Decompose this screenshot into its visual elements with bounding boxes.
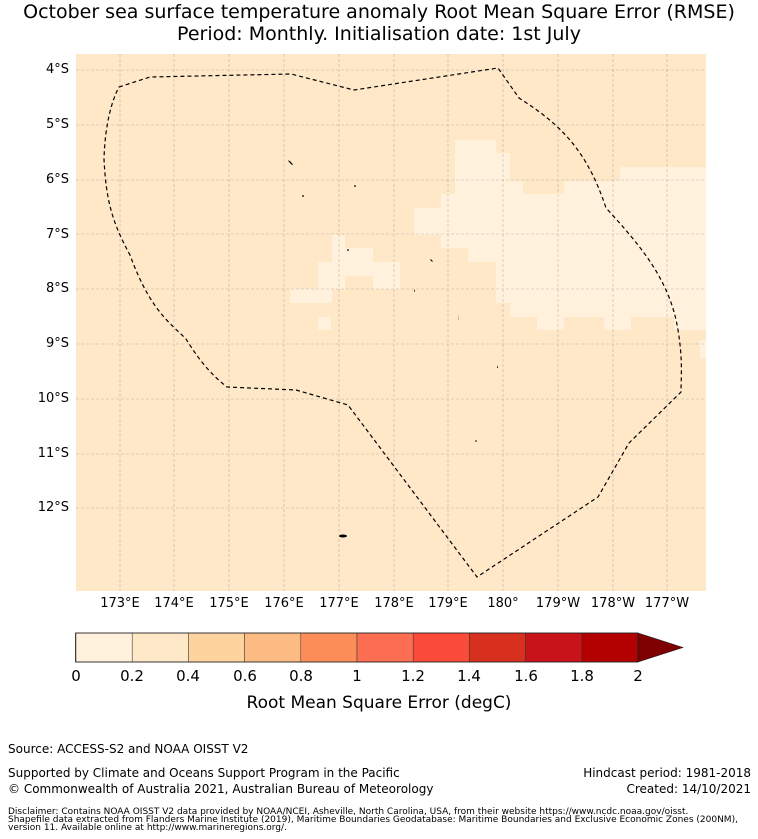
colorbar-tick: 2: [633, 667, 643, 685]
disclaimer-line-3: version 11. Available online at http://w…: [8, 823, 287, 833]
colorbar-swatch: [469, 632, 526, 663]
chart-title-line-2: Period: Monthly. Initialisation date: 1s…: [177, 23, 581, 45]
colorbar-tick: 0.8: [289, 667, 313, 685]
colorbar-swatch: [412, 632, 470, 663]
source-text: Source: ACCESS-S2 and NOAA OISST V2: [8, 742, 249, 756]
colorbar-tick: 1.6: [514, 667, 538, 685]
eez-boundary: [103, 67, 682, 578]
colorbar-swatch: [131, 632, 189, 663]
colorbar-label: Root Mean Square Error (degC): [246, 693, 512, 713]
colorbar-swatch: [356, 632, 414, 663]
colorbar-outline: [75, 632, 639, 663]
lon-label-177w: 177°W: [644, 596, 690, 611]
colorbar-tick: 0.4: [176, 667, 200, 685]
created-date-text: Created: 14/10/2021: [626, 782, 751, 796]
colorbar-tick: 1.4: [457, 667, 481, 685]
islands: [288, 160, 498, 538]
colorbar-swatch: [300, 632, 358, 663]
colorbar-swatch: [581, 632, 639, 663]
colorbar-tick: 1.2: [401, 667, 425, 685]
colorbar-swatch: [244, 632, 302, 663]
lon-label-177e: 177°E: [319, 596, 359, 611]
lat-label-11s: 11°S: [37, 446, 69, 461]
lon-label-176e: 176°E: [264, 596, 304, 611]
disclaimer-line-2: Shapefile data extracted from Flanders M…: [8, 815, 738, 825]
lat-label-7s: 7°S: [45, 227, 69, 242]
lon-label-179w: 179°W: [535, 596, 581, 611]
colorbar-swatch: [188, 632, 245, 663]
chart-title-line-1: October sea surface temperature anomaly …: [23, 1, 735, 23]
lon-label-180: 180°: [487, 596, 519, 611]
lat-label-6s: 6°S: [45, 172, 69, 187]
lon-label-178w: 178°W: [590, 596, 636, 611]
colorbar-extend-arrow: [637, 632, 684, 663]
lon-label-179e: 179°E: [428, 596, 468, 611]
colorbar-tick: 1.8: [570, 667, 594, 685]
lon-label-175e: 175°E: [209, 596, 249, 611]
colorbar-tick: 1: [352, 667, 362, 685]
colorbar-swatch: [525, 632, 583, 663]
colorbar-tick: 0: [71, 667, 81, 685]
lat-label-5s: 5°S: [45, 117, 69, 132]
lon-label-174e: 174°E: [154, 596, 194, 611]
gridlines: [76, 54, 706, 591]
lat-label-8s: 8°S: [45, 281, 69, 296]
colorbar-tick: 0.2: [120, 667, 144, 685]
lat-label-12s: 12°S: [37, 500, 69, 515]
colorbar-swatch: [75, 632, 133, 663]
copyright-text: © Commonwealth of Australia 2021, Austra…: [8, 782, 434, 796]
hindcast-period-text: Hindcast period: 1981-2018: [583, 766, 751, 780]
disclaimer-line-1: Disclaimer: Contains NOAA OISST V2 data …: [8, 807, 689, 817]
lat-label-9s: 9°S: [45, 336, 69, 351]
lat-label-4s: 4°S: [45, 62, 69, 77]
lon-label-173e: 173°E: [100, 596, 140, 611]
lon-label-178e: 178°E: [374, 596, 414, 611]
lat-label-10s: 10°S: [37, 391, 69, 406]
colorbar: [75, 632, 639, 663]
colorbar-tick: 0.6: [233, 667, 257, 685]
map-field: [76, 54, 706, 591]
support-text: Supported by Climate and Oceans Support …: [8, 766, 400, 780]
low-rmse-region: [290, 140, 706, 358]
